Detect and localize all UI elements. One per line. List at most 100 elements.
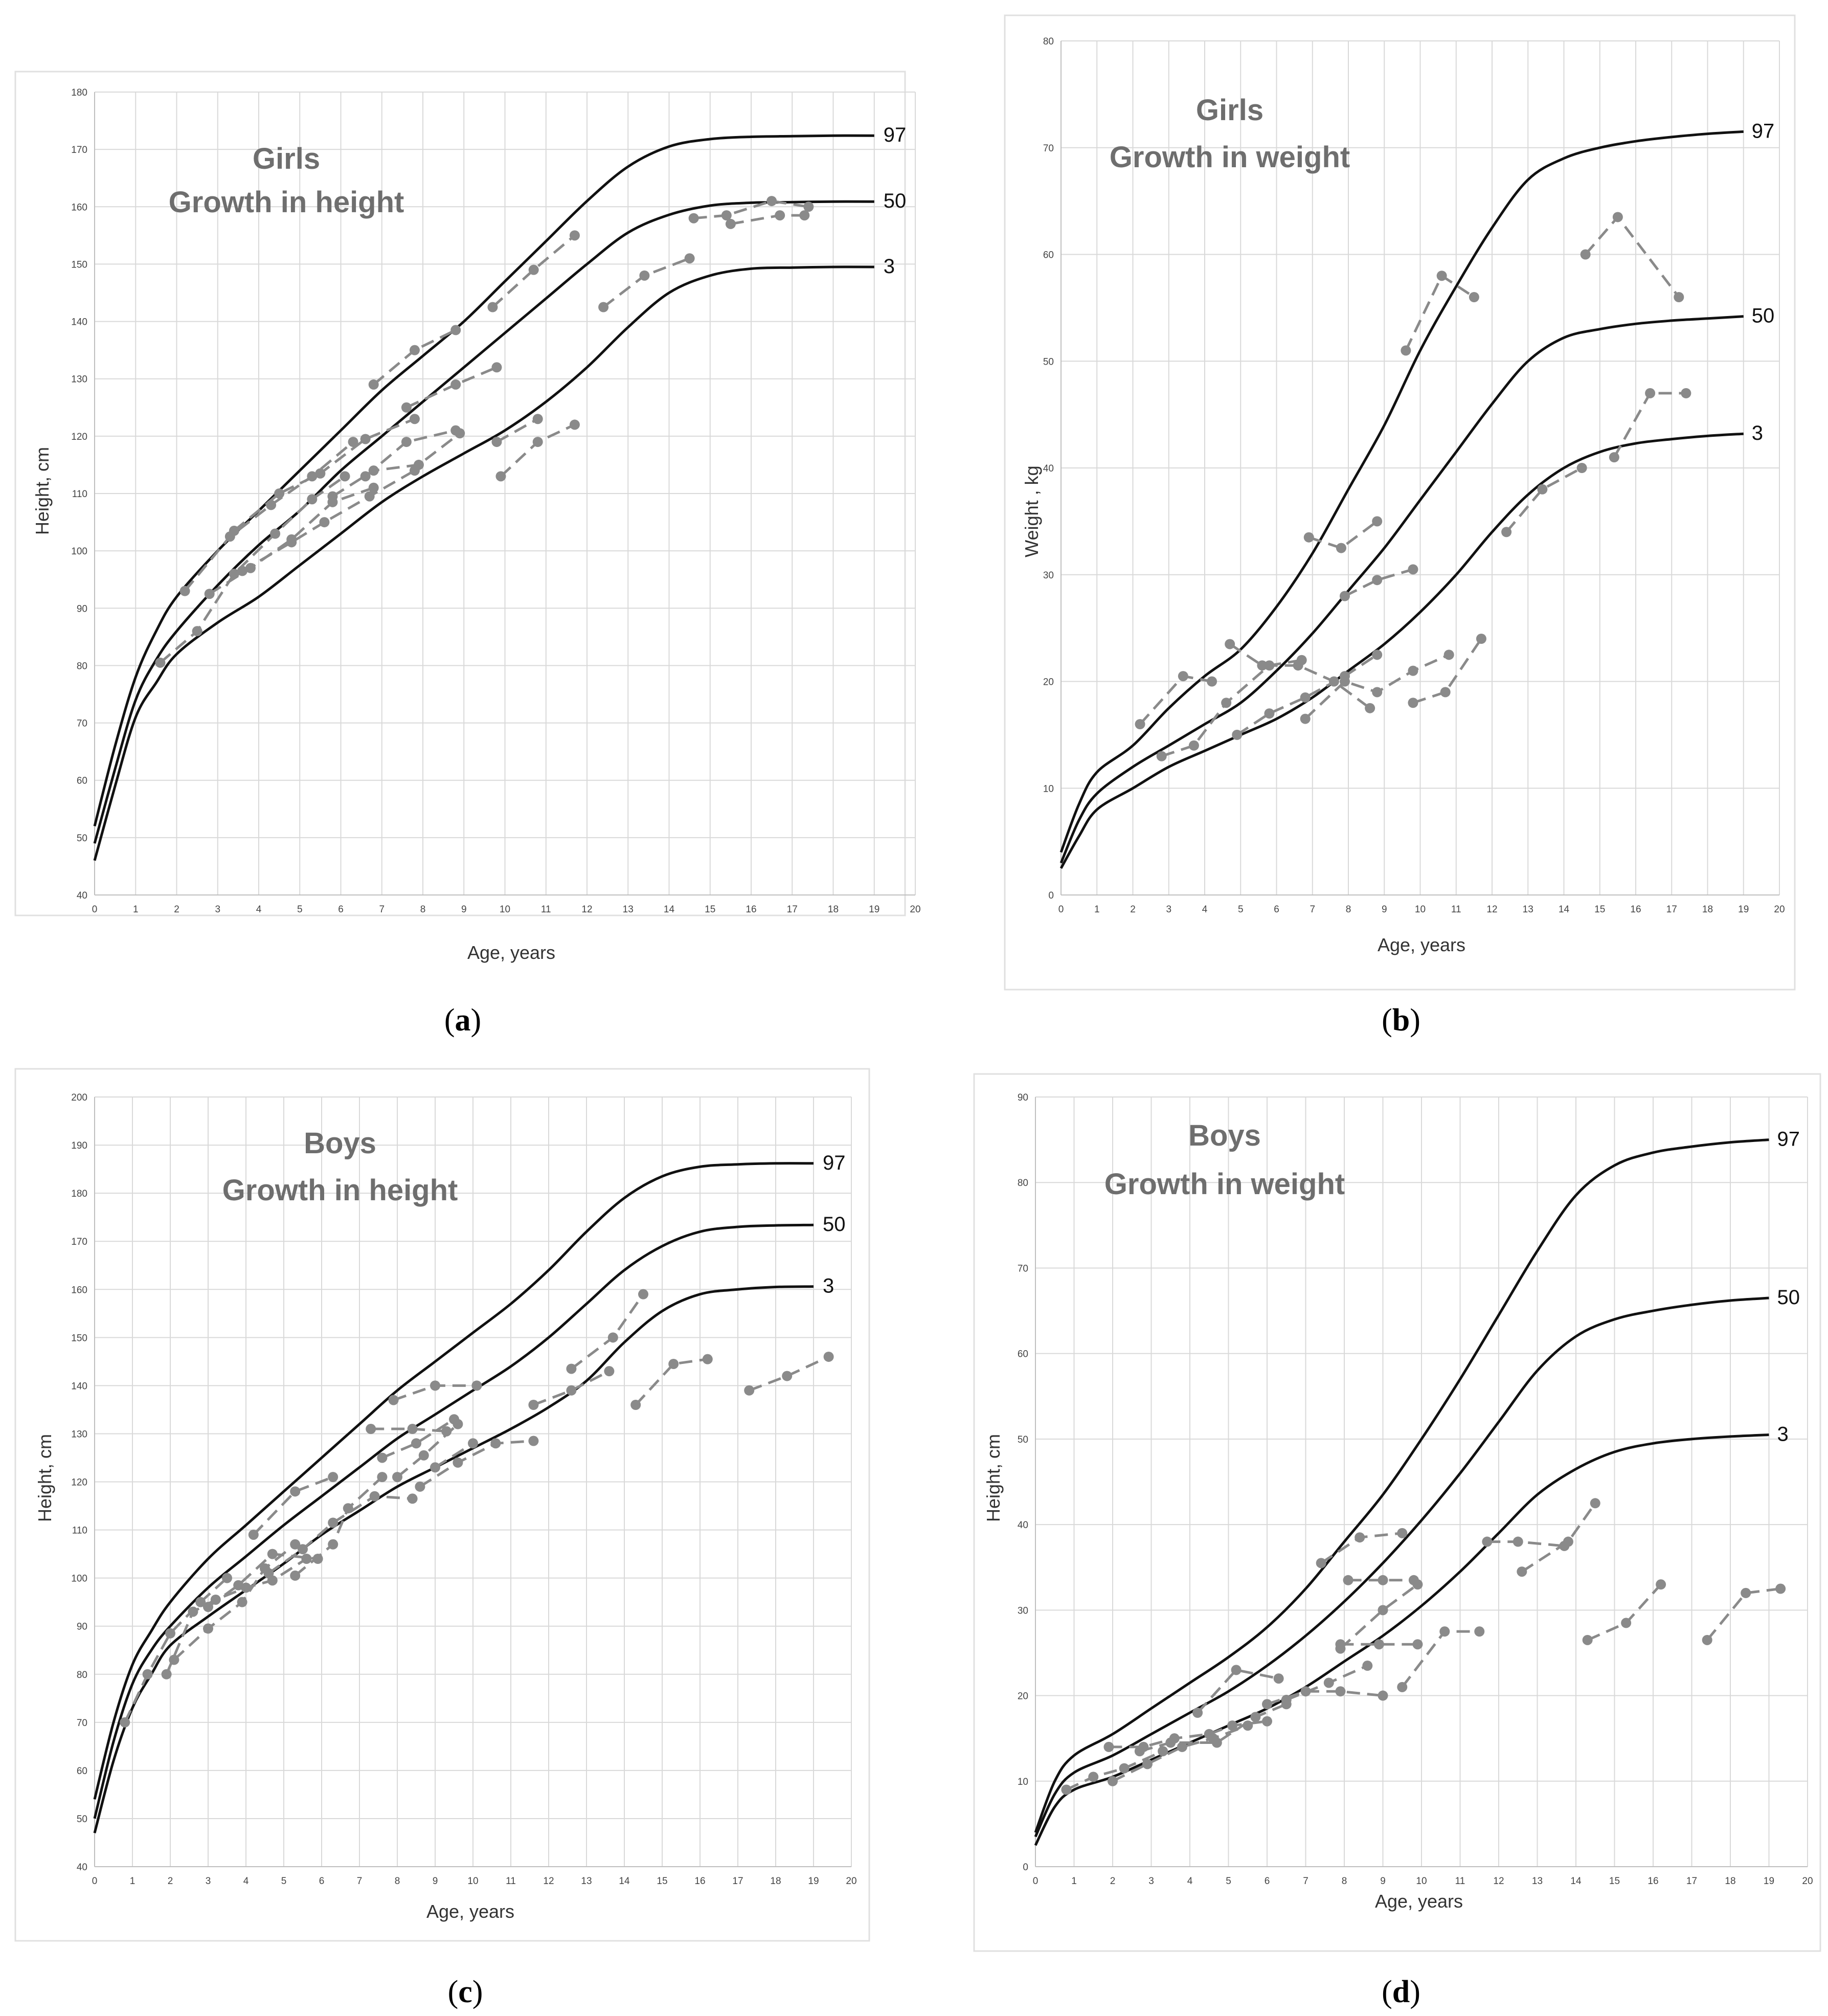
series-point [455,428,465,439]
series-point [1177,1741,1187,1752]
x-tick-label: 14 [1570,1876,1582,1887]
x-tick-label: 16 [1648,1876,1658,1887]
centile-curve-50 [1059,315,1744,864]
series-point [1443,649,1454,660]
series-point [1408,1575,1419,1585]
series-point [607,1332,618,1343]
panel-caption: (a) [444,1003,481,1038]
x-tick-label: 17 [787,904,798,915]
series-dashed-line [1066,1750,1164,1791]
y-tick-label: 30 [1018,1605,1028,1616]
patient-series [1609,388,1691,463]
series-point [1158,1746,1168,1757]
x-axis-title: Age, years [1375,1891,1463,1912]
x-tick-label: 3 [215,904,220,915]
series-point [1335,1643,1346,1654]
series-dashed-line [405,366,498,409]
patient-series [1343,1575,1419,1585]
series-dashed-line [496,418,538,443]
x-tick-label: 8 [395,1876,400,1887]
series-point [364,491,375,502]
chart-title-line: Growth in weight [1110,141,1350,174]
y-tick-label: 30 [1043,570,1054,581]
series-point [1436,271,1447,281]
series-point [401,402,412,413]
series-point [1061,1784,1072,1795]
x-tick-label: 11 [1451,904,1461,915]
caption-letter: d [1392,1975,1410,2009]
patient-series [401,362,502,413]
series-point [702,1354,713,1364]
y-tick-label: 10 [1043,783,1054,794]
x-tick-label: 2 [174,904,179,915]
y-tick-label: 160 [71,202,87,213]
patient-series [1225,639,1375,713]
y-tick-label: 80 [77,661,87,671]
series-point [1250,1712,1261,1722]
patient-series [1303,516,1383,553]
series-point [203,1602,213,1612]
centile-label-50: 50 [1752,305,1775,327]
centile-curve-50 [93,200,874,844]
y-tick-label: 70 [77,719,87,729]
series-point [1316,1558,1326,1569]
x-tick-label: 18 [770,1876,781,1887]
series-point [343,1503,353,1514]
series-point [1397,1682,1408,1692]
series-point [453,1419,463,1429]
centile-label-3: 3 [884,255,895,278]
series-point [1188,740,1199,751]
series-dashed-line [749,1355,829,1392]
centile-curve-97 [93,134,874,827]
series-point [377,1452,388,1463]
series-point [1378,1690,1388,1701]
x-tick-label: 17 [1666,904,1677,915]
series-point [630,1400,641,1410]
series-dashed-line [207,1552,318,1608]
series-point [1412,1639,1423,1650]
series-point [1439,1626,1450,1637]
series-point [1300,692,1311,703]
x-tick-label: 8 [1346,904,1351,915]
series-point [766,196,777,207]
patient-series [155,471,350,668]
series-dashed-line [209,486,374,595]
patient-series [1316,1528,1408,1569]
x-tick-label: 14 [1559,904,1570,915]
patient-series [120,1573,232,1728]
centile-label-97: 97 [1752,120,1775,142]
series-dashed-line [332,432,461,498]
series-point [491,362,502,373]
series-point [401,437,412,447]
patient-series [1335,1579,1423,1654]
x-tick-label: 10 [1416,1876,1427,1887]
series-point [1378,1605,1388,1616]
series-point [411,1438,421,1449]
series-point [1621,1618,1632,1628]
gridlines [1035,1096,1808,1867]
x-tick-label: 16 [1630,904,1641,915]
chart-panel-c: 0 1 2 3 4 5 6 7 8 9 10 11 12 13 14 15 16 17 18 19 2040506070… [14,1068,870,2009]
series-point [392,1472,402,1483]
x-tick-label: 7 [379,904,385,915]
series-point [319,517,330,528]
series-point [328,1472,338,1483]
series-point [1580,249,1591,260]
panel-caption: (c) [448,1975,483,2009]
y-tick-label: 170 [71,1237,87,1247]
series-point [566,1385,577,1396]
x-tick-label: 15 [1594,904,1605,915]
caption-open-paren: ( [1382,1003,1392,1038]
series-point [823,1351,834,1362]
centile-curve-50 [93,1223,814,1819]
x-tick-label: 16 [746,904,756,915]
series-point [1408,665,1418,676]
x-tick-label: 2 [168,1876,173,1887]
series-point [1262,1716,1272,1727]
patient-series [368,325,461,390]
series-point [1372,516,1383,527]
series-point [1372,575,1383,586]
x-tick-label: 2 [1110,1876,1116,1887]
series-point [721,210,732,221]
x-tick-label: 6 [1265,1876,1270,1887]
